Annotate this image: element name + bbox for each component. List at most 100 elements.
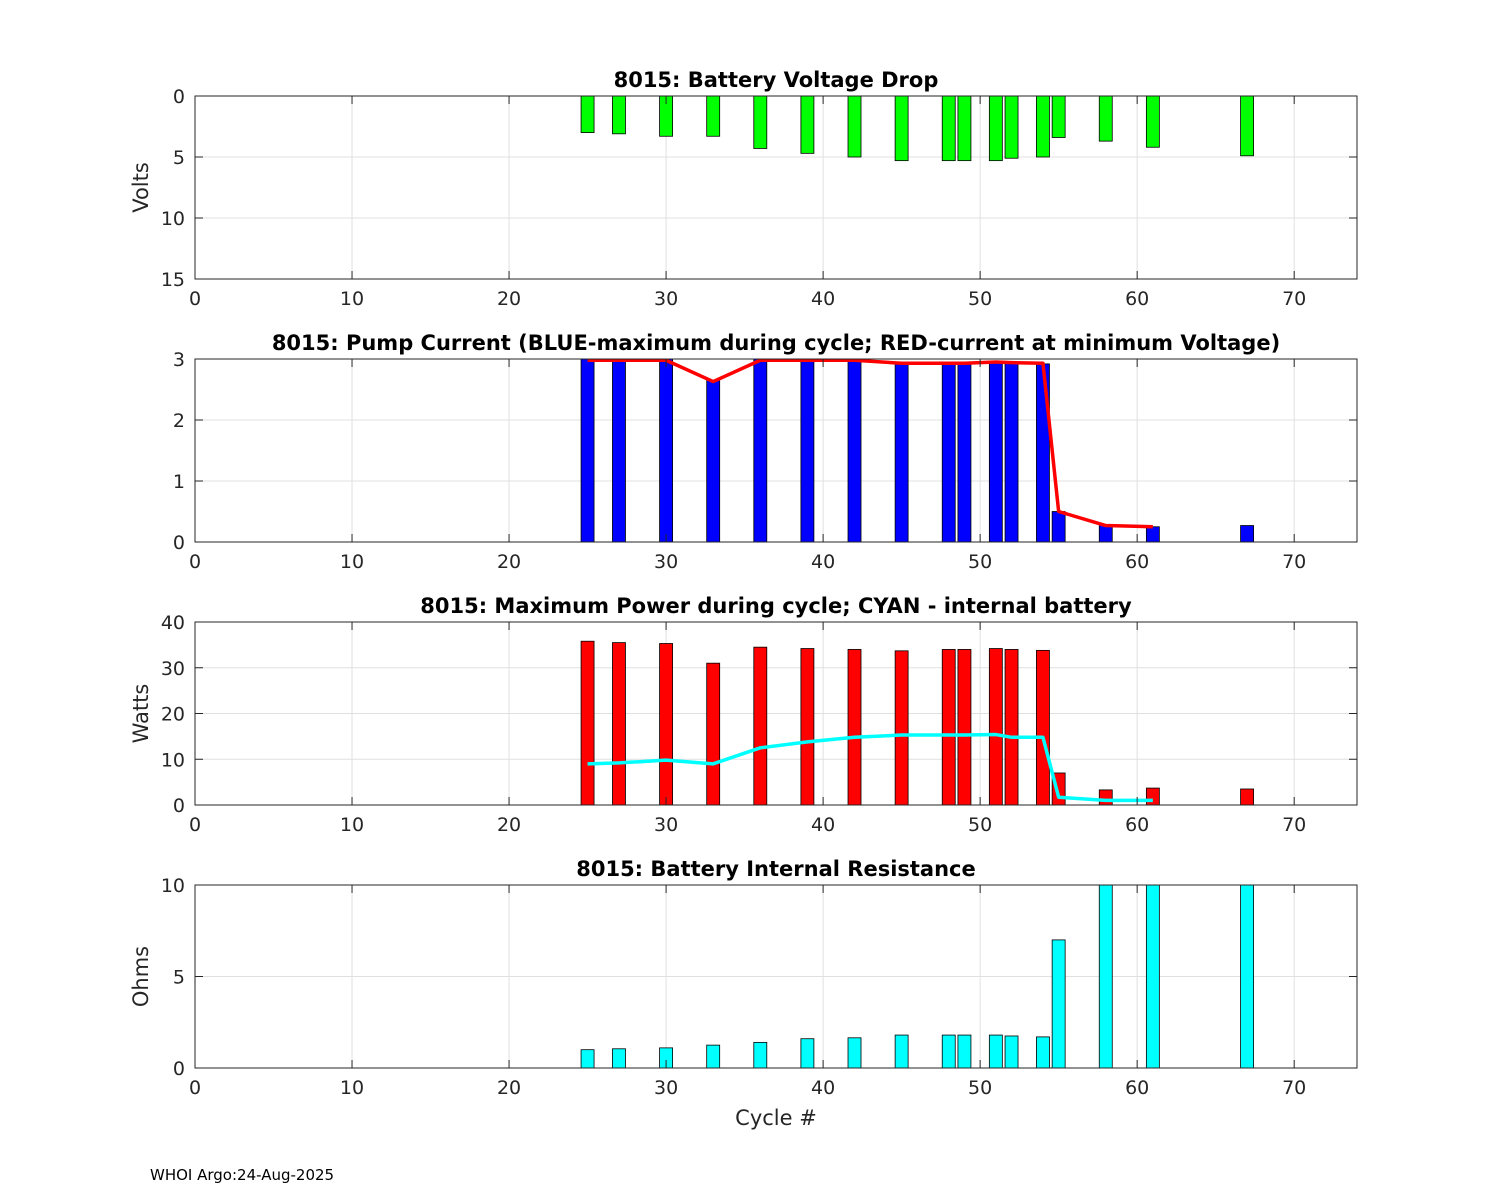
bar-cycle-39 [800, 1038, 815, 1069]
chart-panel-2: 0 10 20 30 40 50 60 70 0 1 2 3 8015: Pump Current (B… [173, 331, 1358, 573]
bar-cycle-39 [800, 358, 815, 543]
x-tick-label: 0 [189, 814, 201, 836]
bar-cycle-42 [847, 1037, 862, 1069]
y-tick-label: 0 [173, 1058, 185, 1080]
x-tick-label: 40 [811, 551, 835, 573]
bar-cycle-27 [612, 358, 626, 543]
y-tick-label: 40 [161, 612, 185, 634]
bar-cycle-52 [1004, 95, 1019, 159]
bar-cycle-51 [988, 648, 1003, 806]
y-tick-label: 1 [173, 471, 185, 493]
bar-cycle-39 [800, 648, 815, 806]
bar-cycle-58 [1098, 524, 1113, 543]
axes-box [194, 358, 1358, 543]
x-tick-label: 30 [654, 288, 678, 310]
bar-cycle-48 [941, 1034, 956, 1069]
bar-cycle-52 [1004, 1035, 1019, 1069]
axes-box [194, 95, 1358, 280]
bar-cycle-61 [1145, 95, 1160, 148]
bar-cycle-45 [894, 1034, 909, 1069]
chart-panel-3: 0 10 20 30 40 50 60 70 0 10 20 30 40 8015: Maximum Po… [129, 594, 1358, 836]
x-axis-label: Cycle # [735, 1106, 817, 1130]
bar-cycle-25 [580, 640, 595, 806]
x-tick-label: 60 [1125, 551, 1149, 573]
x-tick-label: 50 [968, 814, 992, 836]
y-tick-label: 2 [173, 410, 185, 432]
bar-cycle-25 [580, 1049, 595, 1069]
y-tick-label: 10 [161, 749, 185, 771]
bar-cycle-33 [706, 1044, 721, 1069]
bar-cycle-58 [1098, 884, 1113, 1069]
x-tick-label: 0 [189, 1077, 201, 1099]
x-tick-label: 20 [497, 814, 521, 836]
bar-cycle-51 [988, 95, 1003, 162]
x-tick-label: 10 [340, 551, 364, 573]
x-tick-label: 0 [189, 551, 201, 573]
bar-cycle-55 [1051, 939, 1066, 1069]
y-tick-label: 10 [161, 875, 185, 897]
x-tick-label: 50 [968, 551, 992, 573]
bar-cycle-49 [957, 649, 972, 806]
bar-cycle-67 [1240, 95, 1254, 157]
bar-cycle-54 [1036, 95, 1050, 158]
chart-title: 8015: Pump Current (BLUE-maximum during … [272, 331, 1280, 355]
x-tick-label: 60 [1125, 814, 1149, 836]
x-tick-label: 50 [968, 288, 992, 310]
x-tick-label: 0 [189, 288, 201, 310]
bar-cycle-58 [1098, 95, 1113, 142]
bar-cycle-36 [753, 358, 768, 543]
bar-cycle-51 [988, 1034, 1003, 1069]
bar-cycle-33 [706, 95, 721, 137]
bar-cycle-61 [1145, 787, 1160, 806]
x-tick-label: 10 [340, 814, 364, 836]
bar-cycle-54 [1036, 649, 1050, 806]
bar-cycle-27 [612, 95, 626, 135]
chart-panel-4: 0 10 20 30 40 50 60 70 0 5 10 8015: Battery Interna… [129, 857, 1358, 1130]
bar-cycle-52 [1004, 649, 1019, 806]
x-tick-label: 30 [654, 551, 678, 573]
y-tick-label: 30 [161, 658, 185, 680]
bar-cycle-36 [753, 1041, 768, 1069]
x-tick-label: 20 [497, 288, 521, 310]
plot-area [195, 359, 1357, 542]
y-tick-label: 10 [161, 208, 185, 230]
bar-cycle-42 [847, 95, 862, 158]
x-tick-label: 40 [811, 814, 835, 836]
bar-cycle-52 [1004, 361, 1019, 543]
bar-cycle-67 [1240, 525, 1254, 543]
bar-cycle-48 [941, 363, 956, 543]
bar-cycle-55 [1051, 511, 1066, 543]
x-tick-label: 70 [1282, 814, 1306, 836]
x-tick-label: 70 [1282, 288, 1306, 310]
bar-cycle-36 [753, 646, 768, 806]
chart-title: 8015: Battery Internal Resistance [576, 857, 976, 881]
bar-cycle-36 [753, 95, 768, 149]
bar-cycle-45 [894, 95, 909, 162]
bar-cycle-39 [800, 95, 815, 154]
x-tick-label: 70 [1282, 551, 1306, 573]
bar-cycle-48 [941, 649, 956, 806]
bar-cycle-49 [957, 363, 972, 543]
bar-cycle-49 [957, 1034, 972, 1069]
bar-cycle-55 [1051, 95, 1066, 138]
bar-cycle-61 [1145, 526, 1160, 543]
x-tick-label: 70 [1282, 1077, 1306, 1099]
x-tick-label: 10 [340, 1077, 364, 1099]
series-line [587, 732, 1153, 803]
bar-cycle-42 [847, 358, 862, 543]
bar-cycle-27 [612, 1048, 626, 1069]
y-axis-label: Volts [129, 162, 153, 213]
bar-cycle-45 [894, 650, 909, 806]
plot-area [195, 96, 1357, 279]
x-tick-label: 30 [654, 1077, 678, 1099]
bar-cycle-54 [1036, 1036, 1050, 1069]
series-line [587, 358, 1153, 529]
x-tick-label: 30 [654, 814, 678, 836]
x-tick-label: 20 [497, 551, 521, 573]
bar-cycle-42 [847, 649, 862, 806]
bar-cycle-51 [988, 361, 1003, 543]
x-tick-label: 60 [1125, 1077, 1149, 1099]
bar-cycle-61 [1145, 884, 1160, 1069]
bar-cycle-58 [1098, 789, 1113, 806]
